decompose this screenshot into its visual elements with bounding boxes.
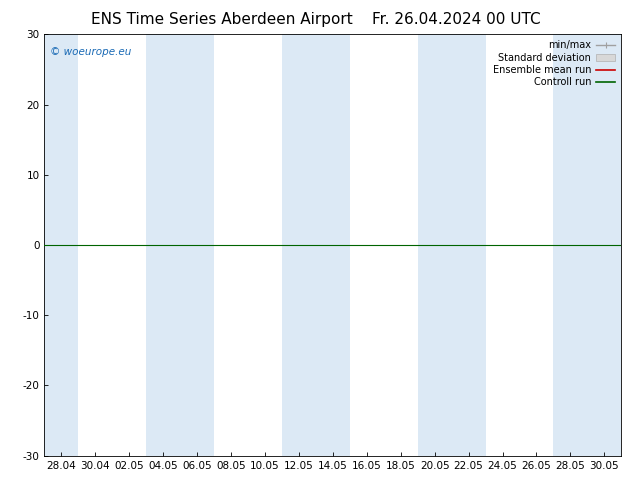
Text: © woeurope.eu: © woeurope.eu bbox=[50, 47, 131, 57]
Legend: min/max, Standard deviation, Ensemble mean run, Controll run: min/max, Standard deviation, Ensemble me… bbox=[489, 36, 619, 91]
Text: Fr. 26.04.2024 00 UTC: Fr. 26.04.2024 00 UTC bbox=[372, 12, 541, 27]
Bar bbox=[146, 34, 214, 456]
Bar bbox=[418, 34, 486, 456]
Bar bbox=[553, 34, 621, 456]
Text: ENS Time Series Aberdeen Airport: ENS Time Series Aberdeen Airport bbox=[91, 12, 353, 27]
Bar bbox=[282, 34, 350, 456]
Bar bbox=[44, 34, 79, 456]
